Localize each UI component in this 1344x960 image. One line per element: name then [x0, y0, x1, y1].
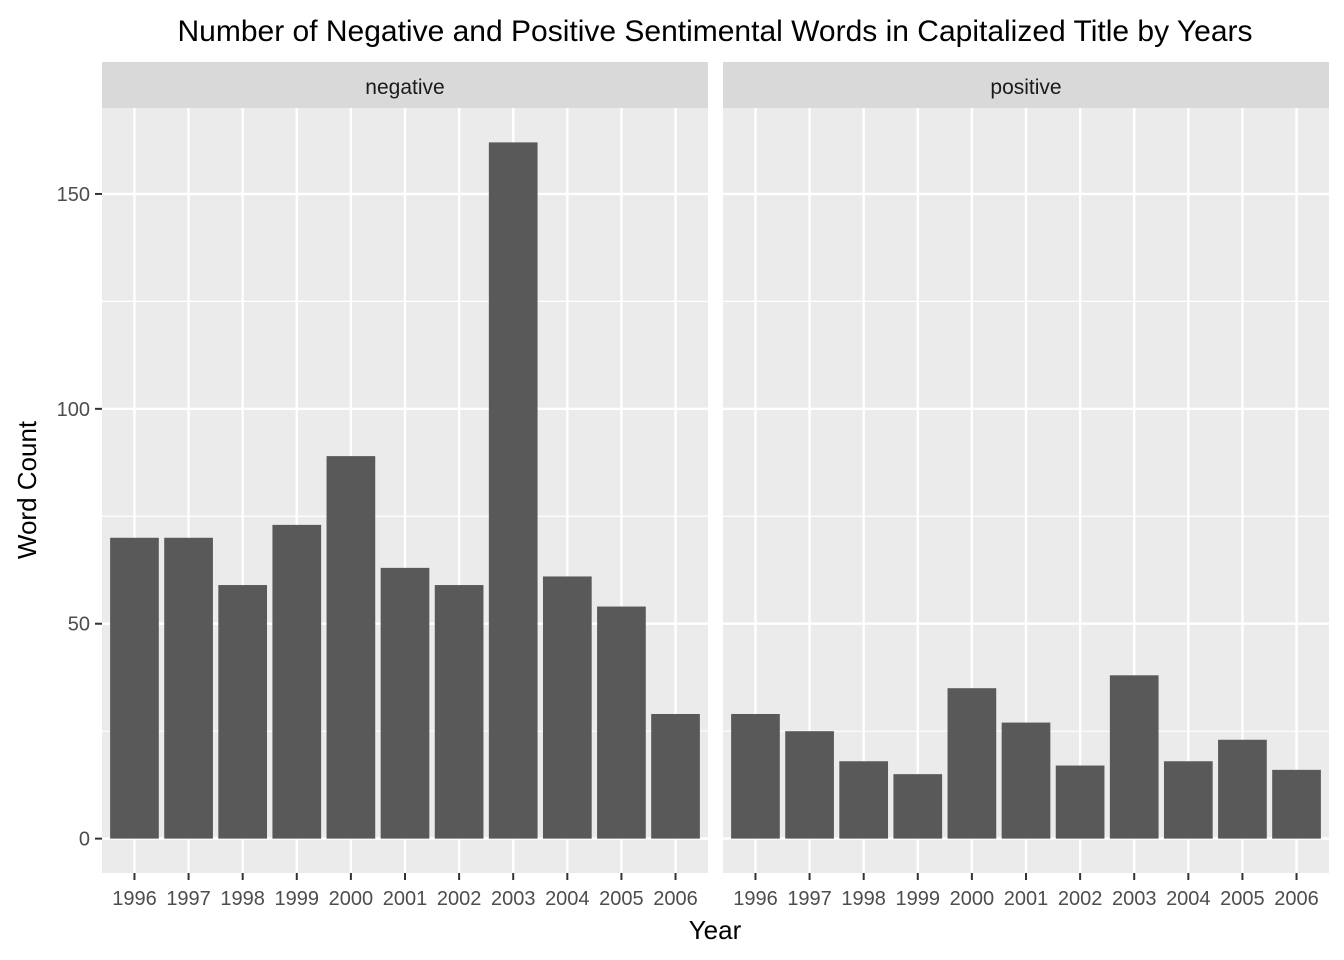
bar-negative-1998: [218, 585, 268, 839]
x-tick-label: 2004: [545, 888, 590, 910]
bar-negative-1996: [110, 537, 159, 839]
x-tick-label: 2006: [1274, 888, 1319, 910]
bar-positive-2006: [1272, 769, 1321, 839]
bar-positive-1998: [839, 761, 889, 839]
x-tick-label: 2002: [1058, 888, 1103, 910]
x-tick-label: 1999: [896, 888, 941, 910]
chart-title: Number of Negative and Positive Sentimen…: [177, 15, 1252, 48]
bar-positive-1997: [785, 731, 834, 839]
y-tick-label: 100: [57, 399, 90, 421]
x-tick-label: 1996: [112, 888, 157, 910]
bar-negative-2005: [597, 606, 646, 839]
bar-positive-2002: [1055, 765, 1105, 839]
x-tick-label: 2002: [437, 888, 482, 910]
bar-positive-2003: [1109, 675, 1159, 839]
x-tick-label: 2003: [1112, 888, 1157, 910]
bar-negative-1999: [272, 524, 322, 839]
bar-positive-2005: [1218, 739, 1267, 839]
bar-positive-1999: [893, 774, 943, 839]
x-tick-label: 1997: [166, 888, 211, 910]
y-tick-label: 0: [79, 829, 90, 851]
x-tick-label: 2005: [1220, 888, 1265, 910]
y-tick-label: 150: [57, 184, 90, 206]
x-axis-title: Year: [689, 915, 742, 945]
bar-negative-2001: [380, 567, 430, 839]
bar-negative-2002: [434, 585, 484, 839]
x-tick-label: 2003: [491, 888, 536, 910]
x-tick-label: 1999: [275, 888, 320, 910]
facet-panel-positive: positive 1996 1997 1998 1999 2000 2001 2002 2003…: [723, 62, 1329, 910]
bar-negative-2004: [542, 576, 592, 839]
y-axis-title: Word Count: [12, 420, 42, 559]
bar-positive-2000: [947, 688, 997, 839]
bar-negative-2003: [488, 142, 538, 839]
x-tick-label: 2000: [950, 888, 995, 910]
bar-negative-2006: [651, 713, 700, 839]
x-tick-label: 2005: [599, 888, 644, 910]
bar-positive-1996: [731, 713, 780, 839]
bar-negative-1997: [164, 537, 213, 839]
x-tick-label: 1998: [841, 888, 886, 910]
y-axis: 0 50 100 150: [57, 184, 102, 851]
x-tick-label: 2001: [1004, 888, 1049, 910]
facet-panel-negative: negative 1996 1997 1998 1999 2000 2001 2002 2003…: [102, 62, 708, 910]
x-tick-label: 1996: [733, 888, 778, 910]
x-tick-label: 1998: [220, 888, 265, 910]
x-tick-label: 2001: [383, 888, 428, 910]
x-tick-label: 1997: [787, 888, 832, 910]
facet-strip: [102, 62, 708, 108]
facet-panels: negative 1996 1997 1998 1999 2000 2001 2002 2003…: [102, 62, 1329, 910]
bar-positive-2004: [1163, 761, 1213, 839]
x-tick-label: 2004: [1166, 888, 1211, 910]
y-tick-label: 50: [68, 614, 90, 636]
x-tick-label: 2000: [329, 888, 374, 910]
x-tick-label: 2006: [653, 888, 698, 910]
facet-strip-label: negative: [365, 76, 444, 99]
bar-positive-2001: [1001, 722, 1051, 839]
facet-strip-label: positive: [990, 76, 1061, 99]
bar-negative-2000: [326, 456, 376, 839]
facet-strip: [723, 62, 1329, 108]
